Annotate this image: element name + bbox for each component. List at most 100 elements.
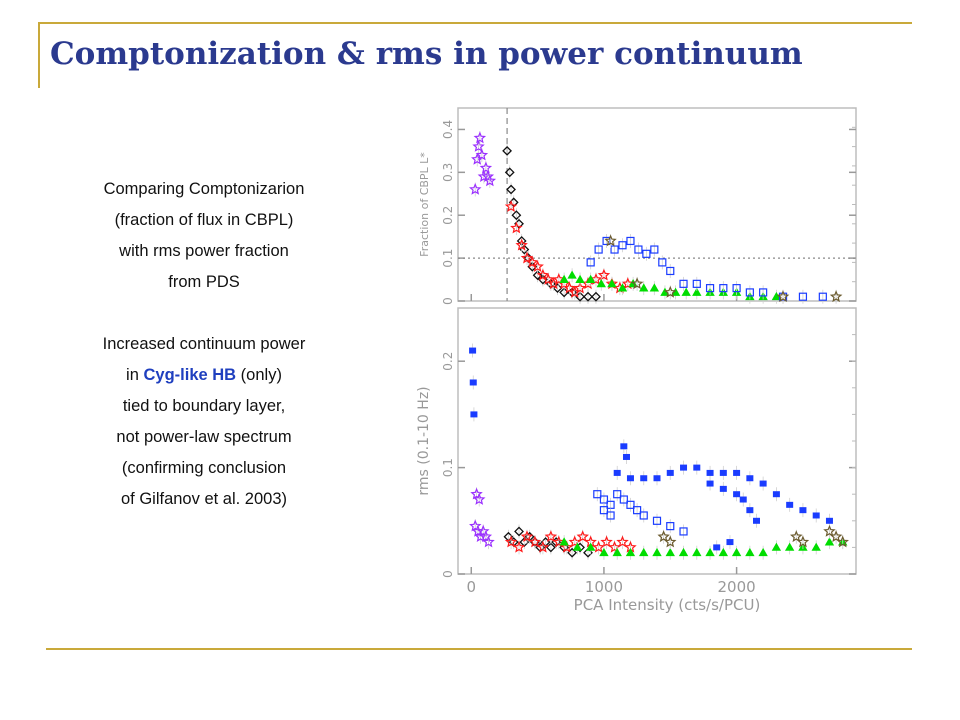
data-point [469,182,482,195]
body-text-fragment: (only) [236,366,282,384]
data-point [594,245,603,254]
data-point [726,539,734,546]
data-point [504,167,515,178]
body-line: from PDS [168,273,240,291]
data-point [606,511,615,520]
data-point [572,542,583,551]
data-point [678,547,689,557]
data-point [469,519,482,532]
y-tick-label: 0.1 [441,249,455,268]
data-point [692,547,702,557]
data-point [652,516,662,525]
data-point [693,464,701,471]
data-point [666,266,675,276]
data-point [679,279,688,288]
data-point [706,469,714,476]
paragraph-gap [50,298,358,329]
data-point [567,270,577,279]
data-point [706,480,714,487]
data-point [583,291,593,302]
data-point [639,283,649,292]
data-point [560,540,573,553]
data-point [630,277,644,290]
data-point [705,547,715,557]
data-point [531,260,544,272]
x-tick-label: 1000 [585,578,623,596]
data-point [746,507,754,514]
body-line-highlight: in Cyg-like HB (only) [50,360,358,391]
data-point [719,284,728,293]
data-point [475,148,489,161]
data-point [771,542,782,551]
body-line: with rms power fraction [119,242,289,260]
data-point [559,537,569,546]
data-point [512,540,526,553]
data-point [705,284,715,293]
data-point [602,236,611,246]
figure-container: 0 0.1 0.2 0.3 0.4 Fraction of CBPL L* 0 0.1 0.2 0… [398,100,860,625]
data-point [536,540,550,553]
data-point [746,475,754,482]
data-point [713,544,721,551]
y-axis-label: Fraction of CBPL L* [418,152,431,257]
data-point [586,258,595,267]
slide-body-text: Comparing Comptonizarion (fraction of fl… [50,174,358,515]
slide-title: Comptonization & rms in power continuum [50,36,803,72]
data-point [502,145,513,156]
data-point [796,535,810,548]
data-point [559,274,569,283]
data-point [610,245,619,254]
data-point [758,547,768,557]
data-point [520,530,534,543]
data-point [619,495,628,504]
data-point [613,490,622,499]
data-point [759,480,767,487]
body-line: of Gilfanov et al. 2003) [120,490,287,508]
data-point [681,287,691,296]
x-tick-label: 0 [466,578,476,596]
body-line: (fraction of flux in CBPL) [114,211,294,229]
data-point [719,469,727,476]
data-point [633,506,642,515]
data-point [652,547,662,557]
data-point [823,524,836,537]
cyg-like-hb-highlight: Cyg-like HB [143,366,237,384]
data-point [506,184,516,195]
data-point [608,540,621,553]
data-point [732,284,741,293]
data-point [592,540,605,553]
data-point [613,469,621,476]
data-point [528,535,542,548]
data-point [799,507,807,514]
data-point [597,268,611,281]
data-point [607,279,617,288]
data-point [650,245,659,254]
data-point [511,210,522,221]
data-point [599,495,609,504]
data-point [759,288,768,297]
body-line: Increased continuum power [102,335,306,353]
data-point [469,347,477,354]
data-point [573,281,587,294]
data-point [576,530,589,543]
body-line: (confirming conclusion [121,459,287,477]
data-point [596,279,606,288]
data-point [515,238,528,251]
y-tick-label: 0.2 [441,206,455,225]
data-point [568,535,581,548]
data-point [818,292,827,301]
data-point [616,535,629,548]
data-point [776,290,790,303]
y-axis-label: rms (0.1-10 Hz) [416,386,432,495]
data-point [829,530,843,543]
data-point [600,535,613,548]
data-point [599,506,609,515]
data-point [733,491,741,498]
data-point [798,292,808,301]
data-point [719,485,727,492]
title-accent-vertical-rule [38,22,40,88]
data-point [470,411,478,418]
data-point [625,547,636,557]
y-tick-label: 0.2 [441,352,455,371]
data-point [514,526,524,537]
